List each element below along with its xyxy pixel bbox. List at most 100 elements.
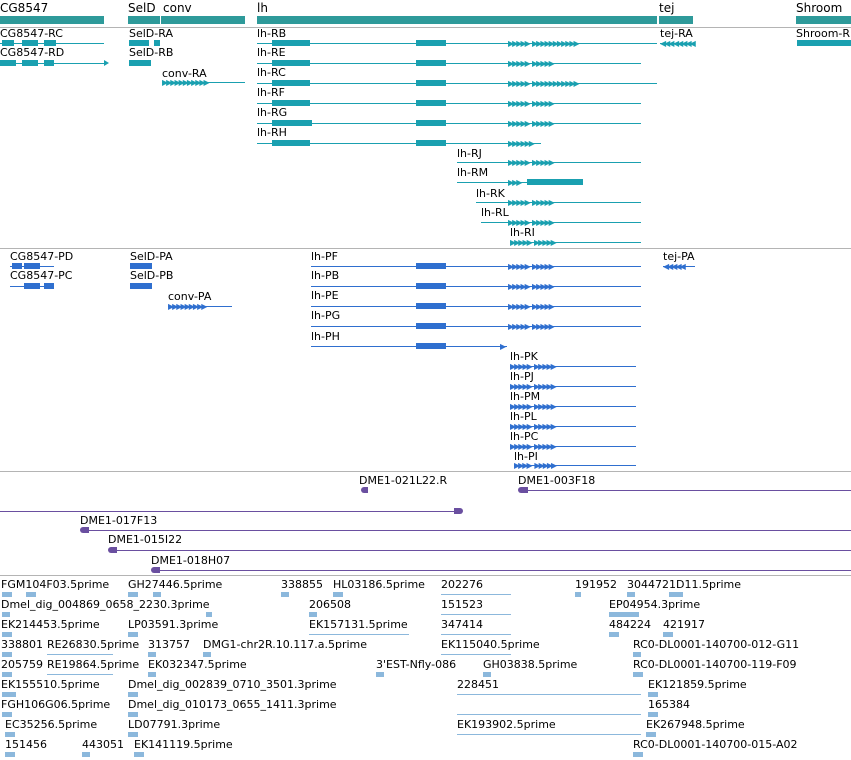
clone-glyph[interactable] [117, 550, 851, 551]
est-label[interactable]: RE19864.5prime [47, 658, 140, 671]
transcript-label[interactable]: lh-RG [257, 106, 288, 119]
est-glyph[interactable] [128, 692, 138, 697]
est-label[interactable]: EC35256.5prime [5, 718, 98, 731]
est-label[interactable]: EK155510.5prime [1, 678, 100, 691]
transcript-label[interactable]: CG8547-PD [10, 250, 74, 263]
transcript-label[interactable]: lh-RB [257, 27, 287, 40]
est-glyph[interactable] [2, 612, 10, 617]
est-label[interactable]: EP04954.3prime [609, 598, 701, 611]
gene-bar-seld[interactable] [128, 16, 160, 24]
transcript-label[interactable]: lh-PH [311, 330, 340, 343]
est-glyph[interactable] [47, 654, 113, 655]
transcript-label[interactable]: lh-RL [481, 206, 509, 219]
est-label[interactable]: 338801 [1, 638, 43, 651]
transcript-label[interactable]: SelD-RB [129, 46, 174, 59]
clone-label[interactable]: DME1-017F13 [80, 514, 158, 527]
est-glyph[interactable] [82, 752, 90, 757]
protein-glyph[interactable] [510, 386, 636, 387]
est-label[interactable]: EK115040.5prime [441, 638, 540, 651]
transcript-label[interactable]: CG8547-RC [0, 27, 63, 40]
protein-glyph[interactable] [311, 286, 641, 287]
protein-glyph[interactable] [311, 306, 641, 307]
transcript-glyph[interactable] [257, 43, 657, 44]
est-label[interactable]: 313757 [148, 638, 190, 651]
est-label[interactable]: GH03838.5prime [483, 658, 578, 671]
est-glyph[interactable] [663, 632, 673, 637]
est-label[interactable]: EK141119.5prime [134, 738, 233, 751]
est-glyph[interactable] [2, 632, 12, 637]
transcript-label[interactable]: lh-RH [257, 126, 287, 139]
est-glyph[interactable] [633, 652, 641, 657]
est-label[interactable]: RC0-DL0001-140700-119-F09 [633, 658, 797, 671]
est-glyph[interactable] [309, 634, 409, 635]
est-label[interactable]: 191952 [575, 578, 617, 591]
transcript-label[interactable]: conv-PA [168, 290, 212, 303]
transcript-label[interactable]: SelD-PA [130, 250, 173, 263]
est-glyph[interactable] [646, 732, 656, 737]
transcript-label[interactable]: lh-RJ [457, 147, 482, 160]
protein-glyph[interactable] [510, 406, 636, 407]
protein-glyph[interactable] [311, 326, 641, 327]
transcript-label[interactable]: conv-RA [162, 67, 207, 80]
protein-glyph[interactable] [311, 346, 507, 347]
est-glyph[interactable] [648, 692, 658, 697]
est-label[interactable]: 421917 [663, 618, 705, 631]
clone-label[interactable]: DME1-021L22.R [359, 474, 448, 487]
transcript-label[interactable]: lh-PM [510, 390, 541, 403]
transcript-glyph[interactable] [457, 182, 583, 183]
est-label[interactable]: 347414 [441, 618, 483, 631]
transcript-label[interactable]: lh-RK [476, 187, 505, 200]
est-label[interactable]: EK214453.5prime [1, 618, 100, 631]
clone-glyph[interactable] [0, 511, 462, 512]
transcript-label[interactable]: lh-PC [510, 430, 539, 443]
clone-glyph[interactable] [160, 570, 851, 571]
est-label[interactable]: 1D11.5prime [669, 578, 742, 591]
est-label[interactable]: GH27446.5prime [128, 578, 223, 591]
est-glyph[interactable] [203, 652, 211, 657]
est-glyph[interactable] [609, 612, 639, 617]
est-glyph[interactable] [575, 592, 581, 597]
est-label[interactable]: LP03591.3prime [128, 618, 219, 631]
transcript-label[interactable]: lh-PE [311, 289, 339, 302]
est-glyph[interactable] [2, 652, 12, 657]
gene-bar-conv[interactable] [161, 16, 245, 24]
protein-glyph[interactable] [514, 465, 636, 466]
transcript-label[interactable]: lh-PF [311, 250, 338, 263]
est-label[interactable]: EK157131.5prime [309, 618, 408, 631]
est-glyph[interactable] [134, 752, 144, 757]
est-glyph[interactable] [128, 712, 138, 717]
transcript-glyph[interactable] [257, 143, 541, 144]
est-label[interactable]: EK121859.5prime [648, 678, 747, 691]
est-label[interactable]: FGH106G06.5prime [1, 698, 111, 711]
transcript-label[interactable]: CG8547-PC [10, 269, 73, 282]
est-label[interactable]: HL03186.5prime [333, 578, 425, 591]
est-glyph[interactable] [376, 672, 384, 677]
est-glyph[interactable] [333, 592, 343, 597]
transcript-glyph[interactable] [660, 43, 694, 44]
transcript-label[interactable]: lh-RF [257, 86, 285, 99]
gene-label-shroom[interactable]: Shroom [796, 1, 843, 15]
est-label[interactable]: 151456 [5, 738, 47, 751]
est-glyph[interactable] [627, 592, 635, 597]
est-glyph[interactable] [2, 592, 12, 597]
transcript-label[interactable]: lh-PB [311, 269, 340, 282]
gene-label-tej[interactable]: tej [659, 1, 675, 15]
transcript-label[interactable]: SelD-PB [130, 269, 174, 282]
gene-label-conv[interactable]: conv [163, 1, 192, 15]
est-glyph[interactable] [441, 654, 511, 655]
transcript-glyph[interactable] [457, 162, 641, 163]
est-glyph[interactable] [128, 592, 138, 597]
est-label[interactable]: RC0-DL0001-140700-012-G11 [633, 638, 800, 651]
transcript-glyph[interactable] [257, 63, 641, 64]
transcript-glyph[interactable] [257, 83, 657, 84]
protein-glyph[interactable] [168, 306, 232, 307]
est-label[interactable]: 443051 [82, 738, 124, 751]
gene-bar-cg8547[interactable] [0, 16, 104, 24]
est-label[interactable]: 205759 [1, 658, 43, 671]
est-label[interactable]: EK032347.5prime [148, 658, 247, 671]
transcript-label[interactable]: lh-PG [311, 309, 341, 322]
est-glyph[interactable] [441, 594, 511, 595]
transcript-label[interactable]: lh-PK [510, 350, 538, 363]
clone-glyph[interactable] [89, 530, 851, 531]
transcript-label[interactable]: lh-PJ [510, 370, 534, 383]
